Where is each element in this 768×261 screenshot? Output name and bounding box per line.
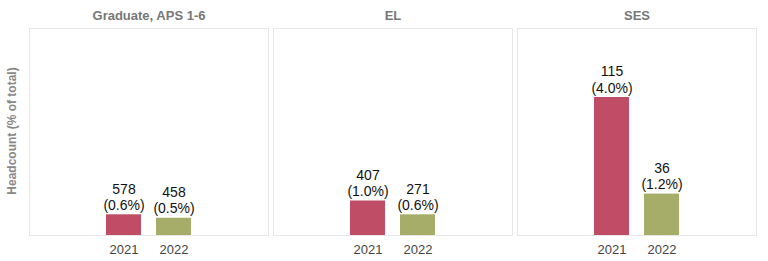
svg-text:2021: 2021 xyxy=(354,242,383,257)
svg-text:36(1.2%): 36(1.2%) xyxy=(641,160,682,192)
svg-text:271(0.6%): 271(0.6%) xyxy=(397,181,438,213)
svg-text:2021: 2021 xyxy=(598,242,627,257)
svg-text:2022: 2022 xyxy=(648,242,677,257)
svg-text:458(0.5%): 458(0.5%) xyxy=(153,184,194,216)
svg-text:SES: SES xyxy=(624,8,650,23)
svg-text:2022: 2022 xyxy=(404,242,433,257)
svg-text:EL: EL xyxy=(385,8,402,23)
svg-text:407(1.0%): 407(1.0%) xyxy=(347,167,388,199)
svg-text:Graduate, APS 1-6: Graduate, APS 1-6 xyxy=(93,8,206,23)
svg-text:2021: 2021 xyxy=(110,242,139,257)
svg-text:578(0.6%): 578(0.6%) xyxy=(103,181,144,213)
html-text:Headcount (% of total): Headcount (% of total) xyxy=(5,66,19,195)
svg-text:115(4.0%): 115(4.0%) xyxy=(591,63,632,95)
svg-text:2022: 2022 xyxy=(160,242,189,257)
